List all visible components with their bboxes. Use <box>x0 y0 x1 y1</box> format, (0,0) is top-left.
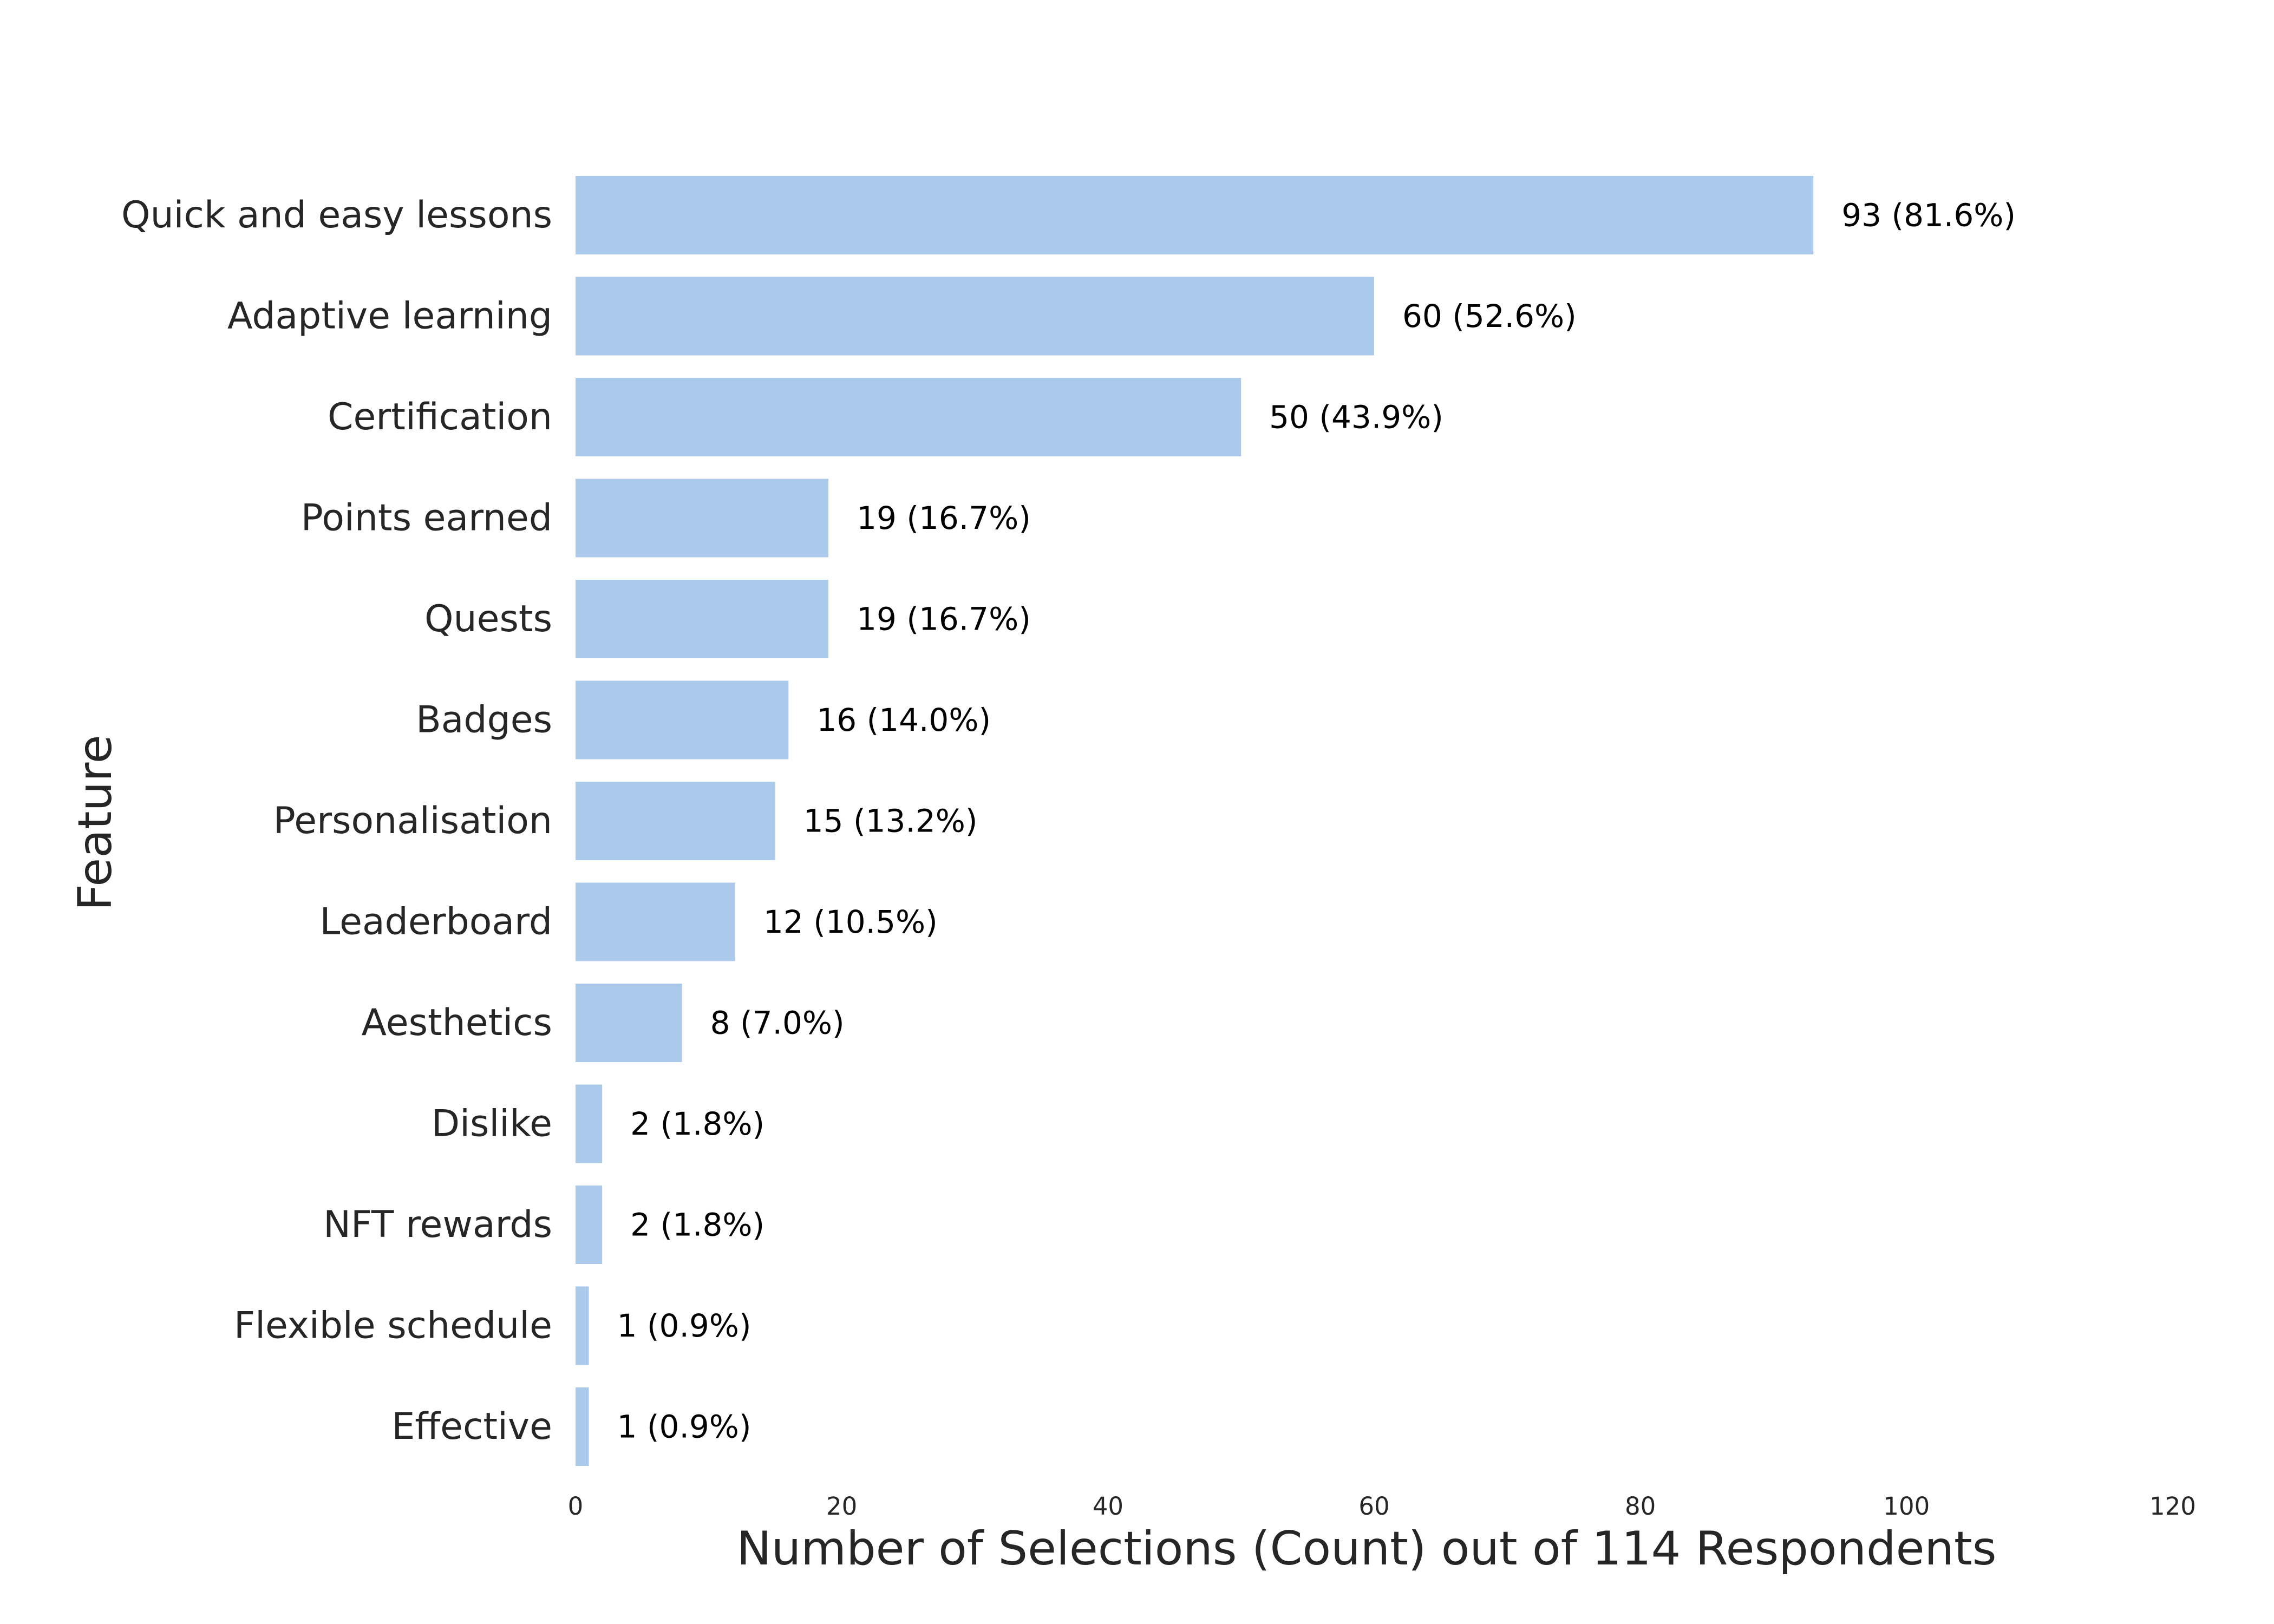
x-tick-label: 0 <box>568 1492 584 1521</box>
category-label: NFT rewards <box>323 1203 552 1246</box>
category-label: Adaptive learning <box>227 295 552 338</box>
bar-value-label: 19 (16.7%) <box>857 500 1031 536</box>
x-tick-label: 20 <box>826 1492 857 1521</box>
category-label: Certification <box>328 396 552 438</box>
bar <box>576 984 682 1062</box>
bar <box>576 580 829 658</box>
category-label: Dislike <box>432 1103 552 1145</box>
category-label: Aesthetics <box>361 1001 552 1044</box>
bar <box>576 680 789 759</box>
x-axis-title: Number of Selections (Count) out of 114 … <box>736 1522 1996 1576</box>
category-labels: Quick and easy lessons Adaptive learning C… <box>121 194 552 1448</box>
bar-value-label: 2 (1.8%) <box>630 1207 764 1243</box>
bar-value-label: 2 (1.8%) <box>630 1105 764 1142</box>
x-tick-label: 100 <box>1883 1492 1930 1521</box>
bar-value-label: 50 (43.9%) <box>1269 399 1443 436</box>
x-tick-label: 120 <box>2149 1492 2196 1521</box>
category-label: Points earned <box>301 497 552 540</box>
bar-value-label: 12 (10.5%) <box>763 903 938 940</box>
category-label: Leaderboard <box>319 901 552 944</box>
bar <box>576 882 735 961</box>
bar-value-label: 19 (16.7%) <box>857 601 1031 638</box>
bar <box>576 479 829 558</box>
category-label: Personalisation <box>273 800 552 842</box>
x-tick-label: 40 <box>1093 1492 1123 1521</box>
category-label: Quests <box>424 598 552 640</box>
value-labels: 93 (81.6%) 60 (52.6%) 50 (43.9%) 19 (16.7%)… <box>617 197 2016 1445</box>
bar <box>576 176 1814 254</box>
category-label: Badges <box>416 699 552 742</box>
bar <box>576 277 1374 356</box>
x-tick-label: 60 <box>1358 1492 1389 1521</box>
category-label: Effective <box>391 1405 552 1448</box>
x-tick-label: 80 <box>1625 1492 1656 1521</box>
bar <box>576 1186 603 1264</box>
y-axis-title: Feature <box>68 735 122 911</box>
bar <box>576 378 1241 456</box>
bar-value-label: 1 (0.9%) <box>617 1409 752 1445</box>
category-label: Quick and easy lessons <box>121 194 552 237</box>
bar <box>576 1286 589 1365</box>
x-axis-ticks: 0 20 40 60 80 100 120 <box>568 1492 2196 1521</box>
bar <box>576 1387 589 1466</box>
bar-value-label: 16 (14.0%) <box>816 702 991 738</box>
bar <box>576 782 775 860</box>
bar-value-label: 60 (52.6%) <box>1402 298 1577 335</box>
bar <box>576 1084 603 1163</box>
bar-value-label: 1 (0.9%) <box>617 1307 752 1344</box>
bar-value-label: 15 (13.2%) <box>803 803 978 840</box>
bars <box>576 176 1814 1466</box>
bar-value-label: 8 (7.0%) <box>710 1005 845 1042</box>
bar-value-label: 93 (81.6%) <box>1841 197 2016 234</box>
category-label: Flexible schedule <box>234 1305 552 1347</box>
